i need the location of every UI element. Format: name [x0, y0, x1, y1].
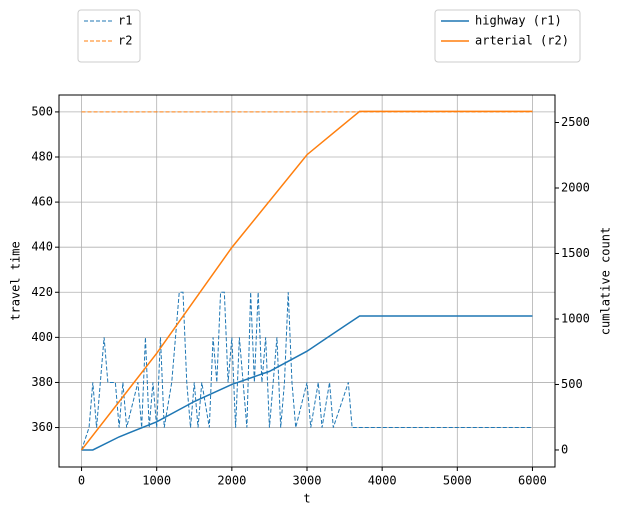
x-tick-label: 2000 — [217, 474, 246, 488]
series-line — [80, 110, 533, 451]
y-tick-label: 380 — [31, 375, 53, 389]
x-tick-label: 5000 — [443, 474, 472, 488]
y-tick-label: 360 — [31, 420, 53, 434]
y2-tick-label: 1500 — [561, 246, 590, 260]
y-tick-label: 500 — [31, 104, 53, 118]
y2-tick-label: 2500 — [561, 115, 590, 129]
y-tick-label: 480 — [31, 150, 53, 164]
x-axis-label: t — [303, 492, 310, 506]
plot-frame — [58, 94, 556, 468]
legend-label: r2 — [118, 34, 132, 48]
y-tick-label: 460 — [31, 195, 53, 209]
y-tick-label: 420 — [31, 285, 53, 299]
y-tick-label: 400 — [31, 330, 53, 344]
x-tick-label: 1000 — [142, 474, 171, 488]
y2-tick-label: 500 — [561, 377, 583, 391]
x-tick-label: 6000 — [518, 474, 547, 488]
x-tick-label: 0 — [78, 474, 85, 488]
y2-tick-label: 2000 — [561, 181, 590, 195]
series-line — [81, 291, 533, 451]
y2-tick-label: 0 — [561, 442, 568, 456]
series-line — [81, 315, 533, 451]
legend-label: highway (r1) — [475, 14, 562, 28]
y2-tick-label: 1000 — [561, 311, 590, 325]
x-tick-label: 4000 — [368, 474, 397, 488]
legend-label: arterial (r2) — [475, 34, 569, 48]
legend-box — [77, 9, 141, 63]
legend-label: r1 — [118, 14, 132, 28]
x-tick-label: 3000 — [293, 474, 322, 488]
y-axis-label: travel time — [9, 241, 23, 320]
y-tick-label: 440 — [31, 240, 53, 254]
y2-axis-label: cumlative count — [599, 227, 613, 335]
legend-box — [434, 9, 581, 63]
